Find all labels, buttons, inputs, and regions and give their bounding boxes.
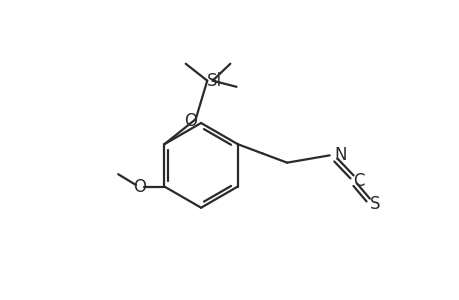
Text: C: C: [353, 172, 364, 190]
Text: N: N: [334, 146, 346, 164]
Text: O: O: [133, 178, 146, 196]
Text: Si: Si: [207, 72, 222, 90]
Text: S: S: [369, 195, 380, 213]
Text: O: O: [184, 112, 197, 130]
